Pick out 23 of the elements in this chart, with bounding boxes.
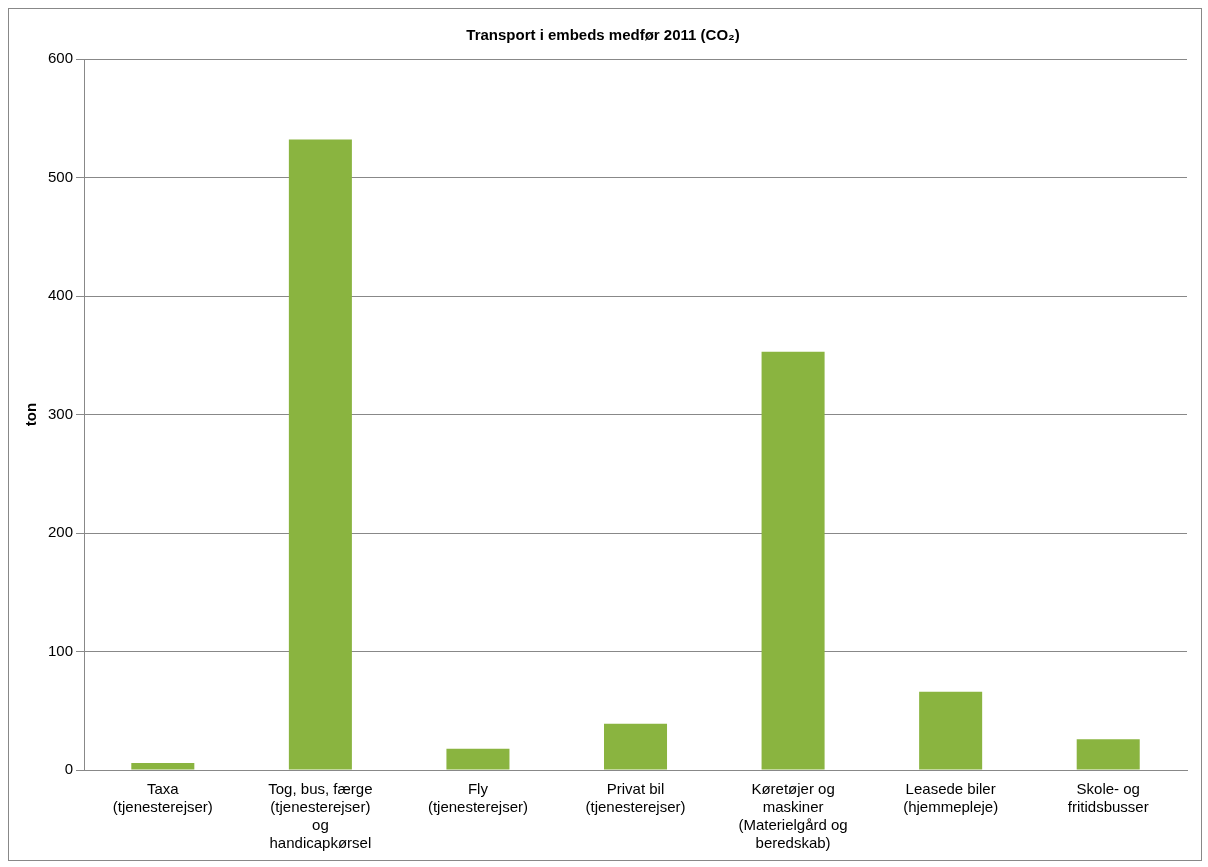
bar — [288, 139, 352, 770]
x-tick-label: Privat bil (tjenesterejser) — [585, 780, 686, 816]
bar — [446, 748, 510, 770]
y-tick-label: 600 — [48, 49, 74, 67]
y-tick-label: 500 — [48, 167, 74, 185]
y-tick-label: 200 — [48, 523, 74, 541]
y-tick-label: 100 — [48, 641, 74, 659]
chart-title: Transport i embeds medfør 2011 (CO₂) — [466, 26, 740, 44]
x-tick-label: Tog, bus, færge (tjenesterejser) og handicapkørsel — [268, 780, 373, 852]
y-tick-label: 400 — [48, 286, 74, 304]
x-tick-label: Fly (tjenesterejser) — [427, 780, 528, 816]
x-tick-label: Skole- og fritidsbusser — [1067, 780, 1149, 816]
bar — [604, 723, 668, 770]
y-tick-label: 0 — [64, 760, 74, 778]
bar — [131, 762, 195, 770]
x-tick-label: Taxa (tjenesterejser) — [112, 780, 213, 816]
x-tick-label: Leasede biler (hjemmepleje) — [903, 780, 999, 816]
bar — [761, 351, 825, 770]
y-tick-label: 300 — [48, 404, 74, 422]
x-tick-label: Køretøjer og maskiner (Materielgård og beredskab) — [738, 780, 848, 852]
bar — [1076, 739, 1140, 770]
y-axis-title: ton — [22, 402, 40, 427]
bar — [919, 691, 983, 770]
